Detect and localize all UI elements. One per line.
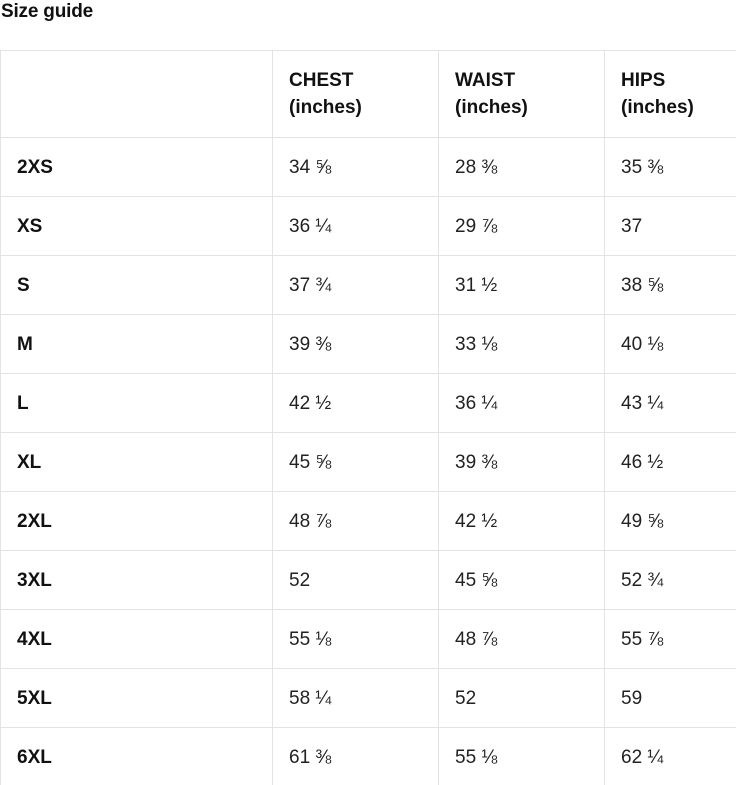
- size-label: 2XS: [0, 137, 273, 197]
- waist-value: 45 ⅝: [438, 550, 605, 610]
- hips-value: 37: [604, 196, 736, 256]
- hips-value: 46 ½: [604, 432, 736, 492]
- waist-column-header: WAIST (inches): [438, 50, 605, 138]
- size-label: M: [0, 314, 273, 374]
- waist-value: 36 ¼: [438, 373, 605, 433]
- hips-value: 62 ¼: [604, 727, 736, 785]
- hips-value: 35 ⅜: [604, 137, 736, 197]
- table-row: L 42 ½ 36 ¼ 43 ¼: [0, 373, 736, 433]
- waist-header-label: WAIST: [455, 70, 516, 91]
- chest-value: 61 ⅜: [272, 727, 439, 785]
- table-row: 4XL 55 ⅛ 48 ⅞ 55 ⅞: [0, 609, 736, 669]
- chest-header-unit: (inches): [289, 97, 362, 118]
- waist-value: 42 ½: [438, 491, 605, 551]
- chest-value: 58 ¼: [272, 668, 439, 728]
- chest-value: 45 ⅝: [272, 432, 439, 492]
- waist-value: 39 ⅜: [438, 432, 605, 492]
- table-row: 2XL 48 ⅞ 42 ½ 49 ⅝: [0, 491, 736, 551]
- table-row: M 39 ⅜ 33 ⅛ 40 ⅛: [0, 314, 736, 374]
- hips-value: 55 ⅞: [604, 609, 736, 669]
- size-label: XL: [0, 432, 273, 492]
- waist-value: 55 ⅛: [438, 727, 605, 785]
- size-label: 3XL: [0, 550, 273, 610]
- size-label: 4XL: [0, 609, 273, 669]
- chest-value: 48 ⅞: [272, 491, 439, 551]
- hips-header-unit: (inches): [621, 97, 694, 118]
- size-guide-table: CHEST (inches) WAIST (inches) HIPS (inch…: [0, 50, 736, 785]
- hips-value: 49 ⅝: [604, 491, 736, 551]
- hips-column-header: HIPS (inches): [604, 50, 736, 138]
- size-label: 2XL: [0, 491, 273, 551]
- hips-value: 43 ¼: [604, 373, 736, 433]
- chest-value: 36 ¼: [272, 196, 439, 256]
- chest-header-label: CHEST: [289, 70, 354, 91]
- chest-value: 42 ½: [272, 373, 439, 433]
- size-guide-table-body: 2XS 34 ⅝ 28 ⅜ 35 ⅜ XS 36 ¼ 29 ⅞ 37 S 37 ¾ 31 ½ 38 ⅝…: [0, 137, 736, 785]
- chest-value: 39 ⅜: [272, 314, 439, 374]
- table-row: 3XL 52 45 ⅝ 52 ¾: [0, 550, 736, 610]
- size-label: S: [0, 255, 273, 315]
- table-row: S 37 ¾ 31 ½ 38 ⅝: [0, 255, 736, 315]
- size-label: L: [0, 373, 273, 433]
- hips-value: 38 ⅝: [604, 255, 736, 315]
- table-row: XL 45 ⅝ 39 ⅜ 46 ½: [0, 432, 736, 492]
- chest-value: 55 ⅛: [272, 609, 439, 669]
- chest-value: 34 ⅝: [272, 137, 439, 197]
- waist-value: 28 ⅜: [438, 137, 605, 197]
- waist-value: 29 ⅞: [438, 196, 605, 256]
- page-title: Size guide: [1, 1, 93, 22]
- waist-value: 31 ½: [438, 255, 605, 315]
- waist-header-unit: (inches): [455, 97, 528, 118]
- size-label: 6XL: [0, 727, 273, 785]
- table-row: 6XL 61 ⅜ 55 ⅛ 62 ¼: [0, 727, 736, 785]
- table-row: 2XS 34 ⅝ 28 ⅜ 35 ⅜: [0, 137, 736, 197]
- header-row: CHEST (inches) WAIST (inches) HIPS (inch…: [0, 50, 736, 138]
- size-label: XS: [0, 196, 273, 256]
- chest-value: 52: [272, 550, 439, 610]
- hips-header-label: HIPS: [621, 70, 666, 91]
- waist-value: 52: [438, 668, 605, 728]
- chest-value: 37 ¾: [272, 255, 439, 315]
- table-row: 5XL 58 ¼ 52 59: [0, 668, 736, 728]
- chest-column-header: CHEST (inches): [272, 50, 439, 138]
- hips-value: 52 ¾: [604, 550, 736, 610]
- waist-value: 48 ⅞: [438, 609, 605, 669]
- table-row: XS 36 ¼ 29 ⅞ 37: [0, 196, 736, 256]
- hips-value: 59: [604, 668, 736, 728]
- hips-value: 40 ⅛: [604, 314, 736, 374]
- waist-value: 33 ⅛: [438, 314, 605, 374]
- size-column-header-empty: [0, 50, 273, 138]
- size-label: 5XL: [0, 668, 273, 728]
